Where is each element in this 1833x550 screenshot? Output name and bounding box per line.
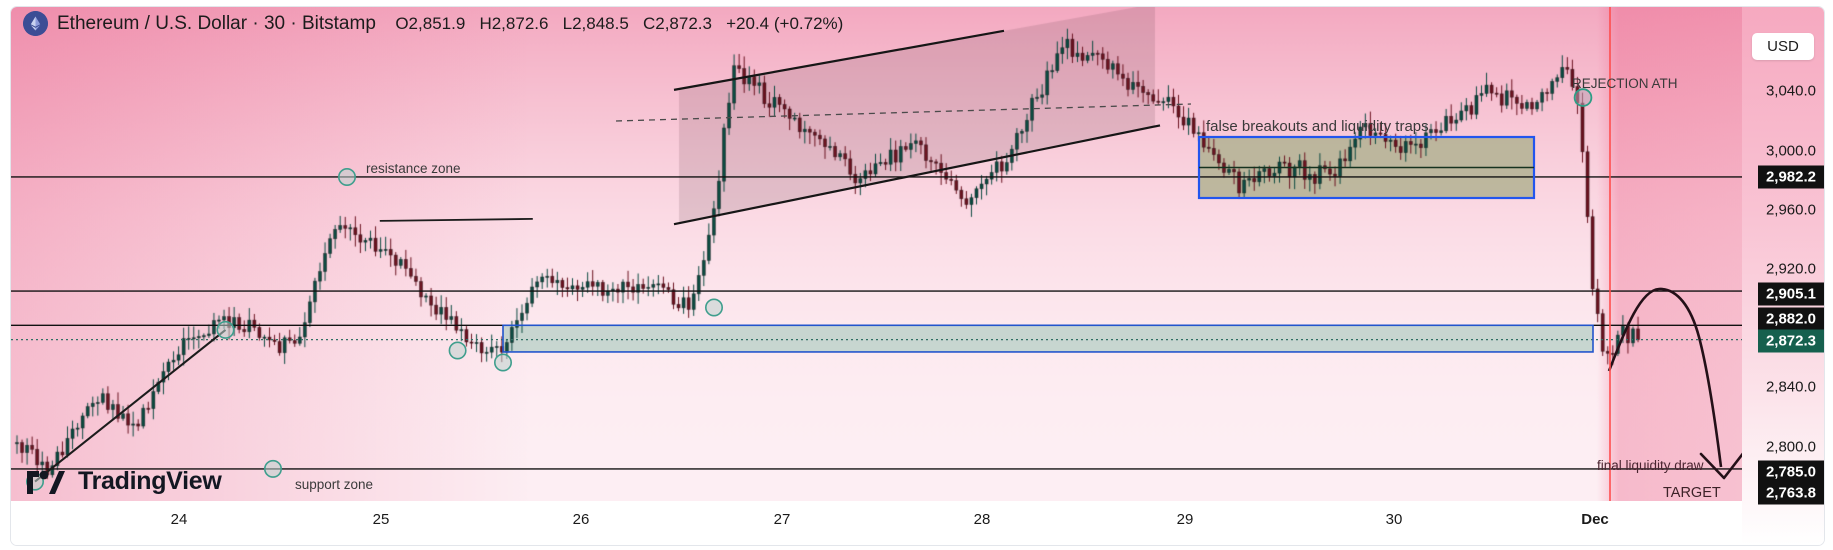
- svg-text:REJECTION ATH: REJECTION ATH: [1572, 76, 1678, 91]
- svg-text:support zone: support zone: [295, 477, 373, 492]
- svg-text:resistance zone: resistance zone: [366, 161, 461, 176]
- svg-text:final liquidity draw: final liquidity draw: [1597, 458, 1704, 473]
- svg-text:TARGET: TARGET: [1663, 485, 1721, 501]
- svg-text:false breakouts and liquidity: false breakouts and liquidity traps.: [1206, 118, 1433, 135]
